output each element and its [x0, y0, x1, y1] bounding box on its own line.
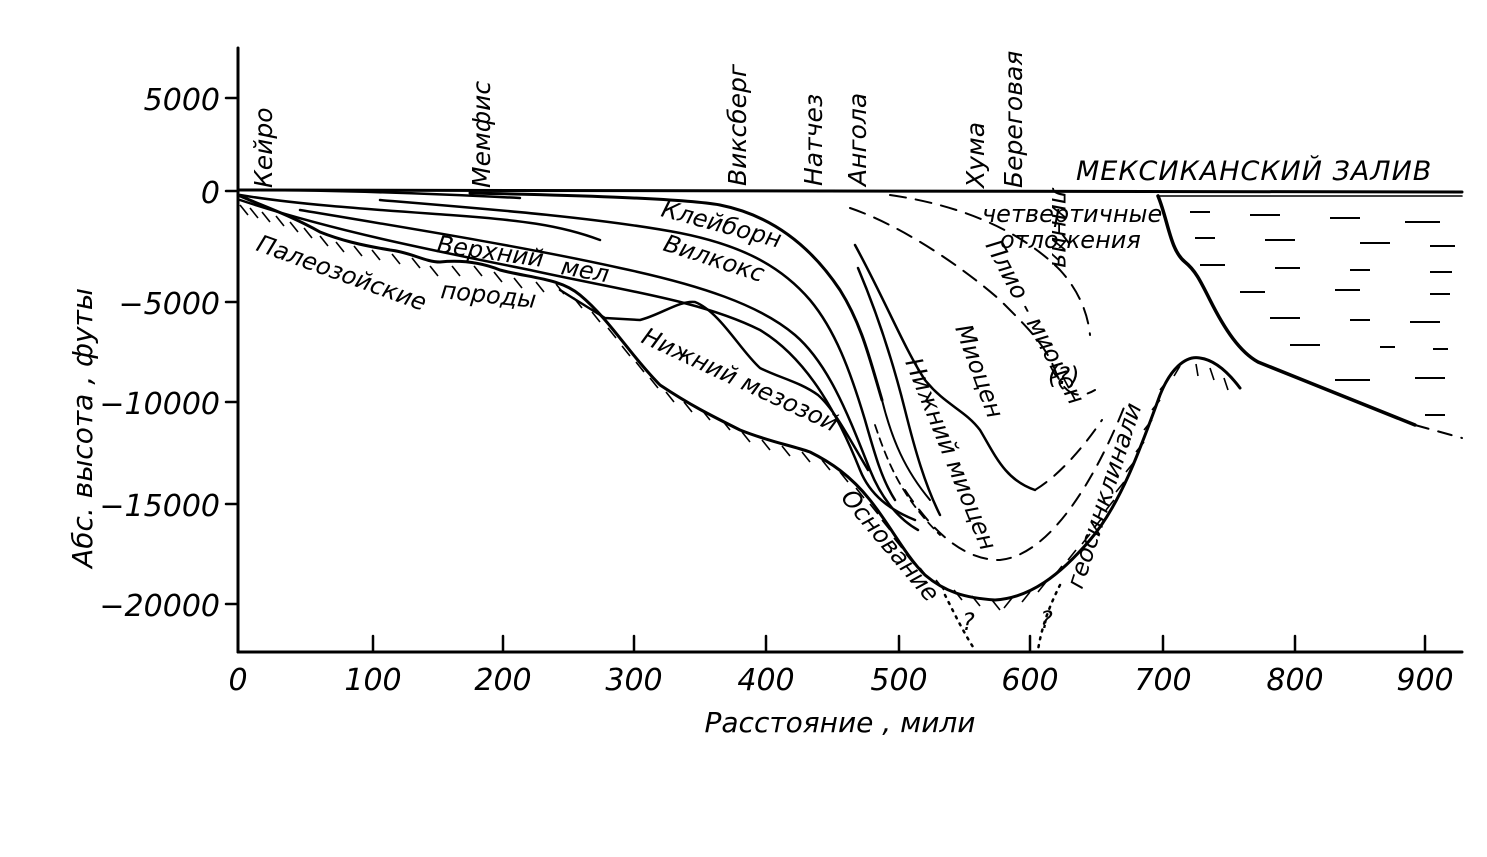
y-axis-title: Абс. высота , футы — [66, 288, 99, 570]
pliomiocene-base-line — [849, 207, 1096, 396]
x-tick-label: 0 — [228, 663, 247, 698]
claiborne-top-line — [468, 191, 884, 402]
gulf-water — [236, 188, 1464, 416]
unit-basement: Основание — [835, 484, 945, 607]
unit-quaternary-line1: четвертичные — [982, 200, 1162, 228]
x-tick-label: 900 — [1396, 663, 1453, 698]
quaternary-base-line — [889, 194, 1091, 336]
lower-miocene-base-dashed — [904, 404, 1126, 561]
upper-layer-1 — [238, 193, 602, 242]
slope-line-2 — [874, 424, 941, 536]
gulf-label: МЕКСИКАНСКИЙ ЗАЛИВ — [1076, 155, 1432, 187]
question-mark-left: ? — [962, 608, 975, 636]
claiborne-base-line — [378, 198, 897, 502]
lower-miocene-line — [856, 266, 942, 517]
x-tick-label: 300 — [605, 663, 662, 698]
place-labels: Кейро Мемфис Виксберг Натчез Ангола Хума… — [249, 51, 1075, 268]
basement-dotted-lines: ? ? — [943, 583, 1062, 652]
place-cairo: Кейро — [249, 107, 278, 188]
y-tick-label: 0 — [201, 176, 220, 211]
question-mark-right: ? — [1040, 606, 1053, 634]
unit-labels: четвертичные отложения Клейборн Вилкокс … — [253, 195, 1162, 607]
x-tick-label: 200 — [474, 663, 531, 698]
place-coastline-1: Береговая — [999, 51, 1028, 188]
x-tick-label: 100 — [344, 663, 401, 698]
sea-floor-extension — [1414, 424, 1463, 439]
miocene-top-line — [853, 243, 1037, 492]
y-tick-label: 5000 — [144, 83, 220, 118]
x-tick-label: 500 — [870, 663, 927, 698]
unit-paleozoic-2: породы — [439, 276, 537, 314]
x-tick-label: 800 — [1266, 663, 1323, 698]
y-tick-label: −15000 — [99, 489, 220, 524]
unit-miocene: Миоцен — [949, 320, 1009, 421]
x-tick-label: 600 — [1001, 663, 1058, 698]
y-tick-labels: 5000 0 −5000 −10000 −15000 −20000 — [99, 83, 220, 624]
basement-hatch — [239, 204, 1229, 611]
place-angola: Ангола — [843, 93, 872, 188]
dotted-line-left — [943, 593, 977, 652]
x-tick-label: 700 — [1134, 663, 1191, 698]
y-tick-label: −5000 — [119, 287, 220, 322]
slope-line-1 — [881, 399, 931, 501]
x-axis-title: Расстояние , мили — [705, 706, 976, 739]
basement-line — [236, 193, 1242, 602]
dotted-line-right — [1036, 583, 1062, 652]
place-coastline-2: линия — [1046, 187, 1075, 268]
miocene-top-dashed — [1034, 419, 1103, 491]
unit-geosyncline: геосинклинали — [1061, 399, 1147, 592]
unit-quaternary-line2: отложения — [1000, 226, 1141, 254]
y-tick-label: −20000 — [99, 589, 220, 624]
x-tick-labels: 0 100 200 300 400 500 600 700 800 900 — [228, 663, 1453, 698]
unit-upper-cretaceous-2: мел — [559, 252, 611, 288]
sea-level-line — [236, 188, 1464, 194]
place-houma: Хума — [961, 122, 990, 190]
place-vicksburg: Виксберг — [723, 63, 752, 186]
y-tick-label: −10000 — [99, 387, 220, 422]
axes — [224, 46, 1464, 654]
place-memphis: Мемфис — [467, 81, 496, 188]
strata-lines — [236, 188, 1463, 602]
place-natchez: Натчез — [799, 94, 828, 186]
x-tick-label: 400 — [737, 663, 794, 698]
water-hatch — [1190, 211, 1455, 416]
sea-floor-line — [1156, 194, 1417, 427]
unit-paleozoic-1: Палеозойские — [253, 229, 430, 316]
wilcox-base-line — [298, 208, 920, 532]
lower-mesozoic-top-line — [558, 288, 870, 472]
upper-layer-2 — [243, 188, 522, 200]
unit-question: (?) — [1048, 362, 1079, 390]
